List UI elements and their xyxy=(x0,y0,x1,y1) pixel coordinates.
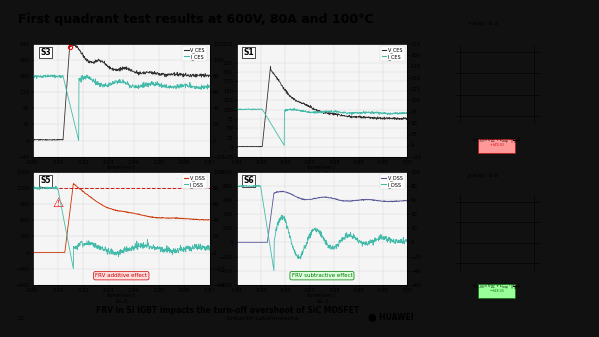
Text: $+V_{CE,S3}$: $+V_{CE,S3}$ xyxy=(489,142,505,149)
Text: $V_{CE,S6}=V_{DC}+L_{loop}\cdot\left|\frac{di_{S6}}{dt}\right|$: $V_{CE,S6}=V_{DC}+L_{loop}\cdot\left|\fr… xyxy=(473,281,521,293)
Text: S6: S6 xyxy=(243,176,254,185)
Legend: V_CES, I_CES: V_CES, I_CES xyxy=(183,46,207,61)
Text: S1: S1 xyxy=(243,48,254,57)
Text: $-V_{CE,S6}$: $-V_{CE,S6}$ xyxy=(489,287,505,295)
X-axis label: time(sec)
1e-5: time(sec) 1e-5 xyxy=(107,293,136,304)
X-axis label: time(sec)
1e-5: time(sec) 1e-5 xyxy=(307,293,337,304)
Text: S3: S3 xyxy=(40,48,51,57)
Text: n state  ① ②: n state ① ② xyxy=(468,21,498,26)
Text: ⬤ HUAWEI: ⬤ HUAWEI xyxy=(368,313,414,322)
Text: FRV additive effect: FRV additive effect xyxy=(95,273,147,278)
Legend: V_CES, I_CES: V_CES, I_CES xyxy=(380,46,405,61)
Text: ⚠: ⚠ xyxy=(52,197,63,210)
Text: FRV in Si IGBT impacts the turn-off overshoot of SiC MOSFET: FRV in Si IGBT impacts the turn-off over… xyxy=(96,306,359,315)
Text: FRV subtractive effect: FRV subtractive effect xyxy=(292,273,352,278)
Text: $V_{CE,S3}=V_{DC}+L_{loop}\cdot\left|\frac{di_{S3}}{dt}\right|$: $V_{CE,S3}=V_{DC}+L_{loop}\cdot\left|\fr… xyxy=(473,136,521,147)
Legend: V_DSS, I_DSS: V_DSS, I_DSS xyxy=(380,174,405,189)
Bar xyxy=(478,139,515,153)
Bar xyxy=(478,284,515,298)
X-axis label: time(sec)
1e-5: time(sec) 1e-5 xyxy=(307,165,337,176)
Text: 13: 13 xyxy=(16,316,24,321)
Text: S5: S5 xyxy=(40,176,50,185)
Text: Srikanth Lakshmeesha: Srikanth Lakshmeesha xyxy=(227,316,298,321)
Text: p state  ③ ④: p state ③ ④ xyxy=(468,173,498,178)
Text: First quadrant test results at 600V, 80A and 100°C: First quadrant test results at 600V, 80A… xyxy=(18,13,374,26)
X-axis label: time(sec)
1e-5: time(sec) 1e-5 xyxy=(107,165,136,176)
Legend: V_DSS, I_DSS: V_DSS, I_DSS xyxy=(182,174,207,189)
